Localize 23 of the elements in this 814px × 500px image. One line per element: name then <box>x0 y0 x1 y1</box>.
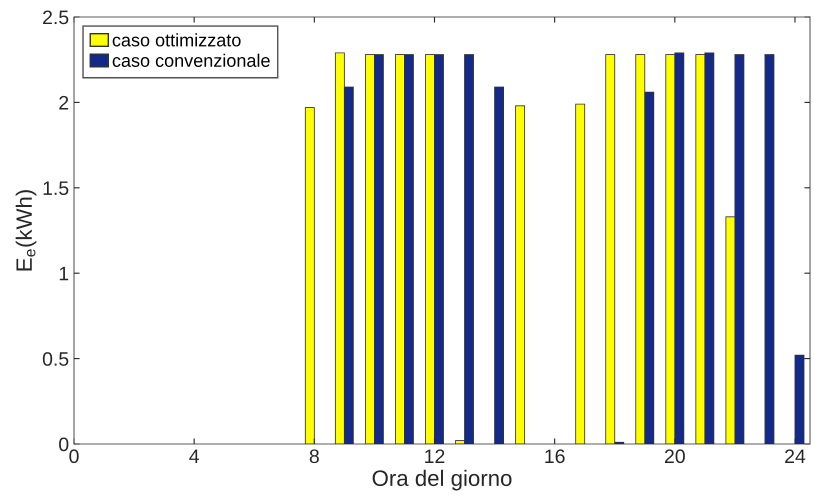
bar <box>515 105 526 444</box>
x-tick-label: 8 <box>310 449 319 464</box>
y-tick-label: 2.5 <box>43 10 68 24</box>
y-tick-label: 2 <box>59 96 68 110</box>
legend-label: caso ottimizzato <box>112 33 241 47</box>
legend-label: caso convenzionale <box>112 54 270 67</box>
y-tick-label: 1.5 <box>44 181 68 196</box>
y-tick-label: 0 <box>59 437 68 452</box>
bar <box>764 54 774 444</box>
bar <box>304 107 315 444</box>
y-tick-label: 0.5 <box>42 352 68 366</box>
bar <box>794 354 804 444</box>
x-tick-label: 20 <box>664 449 685 464</box>
y-axis-title: E$_{e}$(kWh) <box>16 190 36 270</box>
x-tick-label: 24 <box>785 449 806 463</box>
x-tick-label: 16 <box>545 449 565 464</box>
x-tick-label: 4 <box>189 450 199 463</box>
bar <box>575 104 586 444</box>
y-tick-label: 1 <box>60 266 68 280</box>
bar <box>494 86 504 444</box>
x-tick-label: 12 <box>425 449 444 463</box>
x-tick-label: 0 <box>69 449 79 464</box>
x-axis-title: Ora del giorno <box>372 470 512 490</box>
